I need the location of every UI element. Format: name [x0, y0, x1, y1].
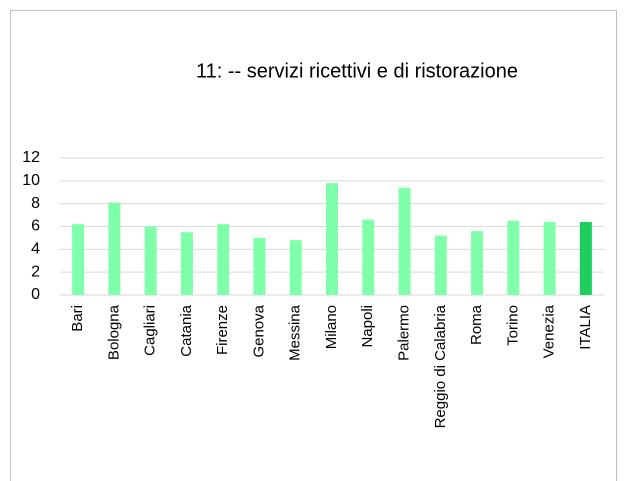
x-tick-label: Roma	[468, 304, 485, 345]
x-tick-label: Palermo	[396, 305, 413, 361]
y-tick-label: 0	[31, 286, 40, 303]
bar	[144, 226, 157, 295]
x-tick-label: Bari	[69, 305, 86, 332]
y-tick-label: 4	[31, 241, 40, 258]
x-tick-label: Milano	[323, 305, 340, 349]
bar	[507, 220, 520, 295]
x-tick-label: Bologna	[105, 304, 122, 360]
x-tick-label: Napoli	[359, 305, 376, 348]
y-tick-label: 10	[22, 172, 40, 189]
bar	[326, 183, 338, 295]
x-tick-label: Torino	[504, 305, 521, 346]
y-tick-label: 2	[31, 263, 40, 280]
x-tick-label: Venezia	[541, 304, 558, 358]
bar	[362, 219, 375, 295]
bar	[217, 224, 230, 295]
y-tick-label: 12	[22, 149, 40, 166]
x-tick-label: Messina	[287, 304, 304, 361]
bar	[289, 240, 302, 295]
x-tick-label: Firenze	[214, 305, 231, 355]
x-tick-label: Reggio di Calabria	[432, 304, 449, 428]
x-tick-label: Cagliari	[142, 305, 159, 356]
bar	[398, 187, 411, 295]
x-tick-label: Catania	[178, 304, 195, 356]
bar	[434, 235, 447, 295]
bar	[253, 237, 266, 295]
bar	[72, 224, 85, 295]
x-tick-label: Genova	[250, 304, 267, 357]
bar	[471, 231, 484, 295]
bar	[108, 202, 121, 295]
bar	[180, 232, 193, 295]
y-tick-label: 8	[31, 195, 40, 212]
x-tick-label: ITALIA	[577, 305, 594, 350]
bar	[543, 221, 556, 295]
chart-frame	[10, 10, 617, 481]
y-tick-label: 6	[31, 218, 40, 235]
bar	[579, 221, 592, 295]
chart-title: 11: -- servizi ricettivi e di ristorazio…	[196, 60, 518, 82]
